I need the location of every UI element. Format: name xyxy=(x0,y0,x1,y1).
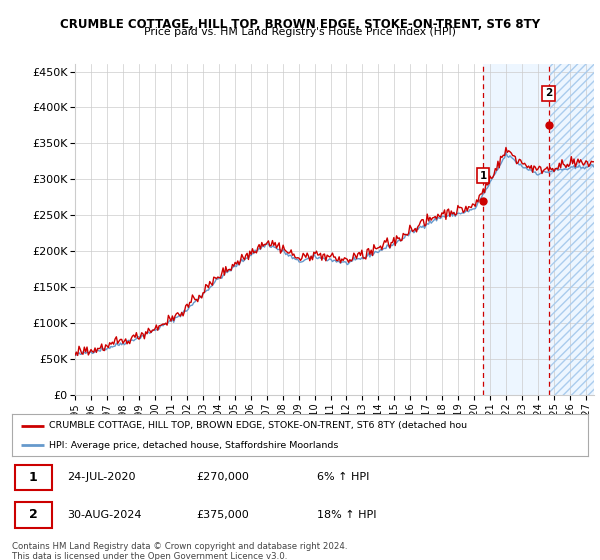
Text: HPI: Average price, detached house, Staffordshire Moorlands: HPI: Average price, detached house, Staf… xyxy=(49,441,339,450)
Text: CRUMBLE COTTAGE, HILL TOP, BROWN EDGE, STOKE-ON-TRENT, ST6 8TY: CRUMBLE COTTAGE, HILL TOP, BROWN EDGE, S… xyxy=(60,18,540,31)
Text: £375,000: £375,000 xyxy=(196,510,249,520)
Text: 1: 1 xyxy=(479,171,487,181)
Text: CRUMBLE COTTAGE, HILL TOP, BROWN EDGE, STOKE-ON-TRENT, ST6 8TY (detached hou: CRUMBLE COTTAGE, HILL TOP, BROWN EDGE, S… xyxy=(49,421,467,430)
Text: 6% ↑ HPI: 6% ↑ HPI xyxy=(317,473,370,482)
Text: Contains HM Land Registry data © Crown copyright and database right 2024.
This d: Contains HM Land Registry data © Crown c… xyxy=(12,542,347,560)
FancyBboxPatch shape xyxy=(15,465,52,490)
Text: 2: 2 xyxy=(29,508,38,521)
Text: 1: 1 xyxy=(29,471,38,484)
Text: 30-AUG-2024: 30-AUG-2024 xyxy=(67,510,141,520)
Text: £270,000: £270,000 xyxy=(196,473,249,482)
Text: 24-JUL-2020: 24-JUL-2020 xyxy=(67,473,135,482)
Text: 18% ↑ HPI: 18% ↑ HPI xyxy=(317,510,377,520)
Text: Price paid vs. HM Land Registry's House Price Index (HPI): Price paid vs. HM Land Registry's House … xyxy=(144,27,456,38)
Text: 2: 2 xyxy=(545,88,552,98)
FancyBboxPatch shape xyxy=(15,502,52,528)
